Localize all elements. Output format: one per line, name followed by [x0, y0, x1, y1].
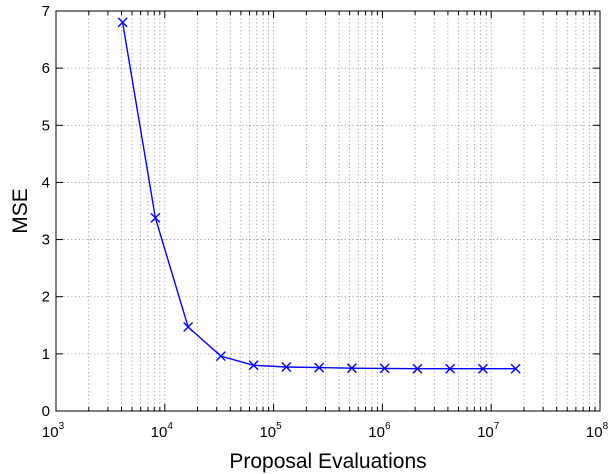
- x-tick-base: 10: [368, 424, 385, 441]
- data-point: [314, 362, 325, 373]
- data-point: [215, 351, 226, 362]
- data-point: [281, 362, 292, 372]
- x-tick-base: 10: [586, 424, 603, 441]
- x-tick-exponent: 6: [385, 421, 391, 432]
- data-point: [445, 363, 456, 374]
- series-line: [121, 22, 516, 370]
- x-tick-base: 10: [151, 424, 168, 441]
- y-axis-label: MSE: [9, 188, 32, 234]
- y-tick-label: 4: [42, 174, 50, 191]
- x-tick-exponent: 3: [59, 421, 65, 432]
- x-tick-exponent: 8: [603, 421, 609, 432]
- data-point: [379, 363, 390, 374]
- y-tick-label: 0: [42, 403, 50, 420]
- ticks: [55, 10, 601, 412]
- plot-frame: [55, 10, 601, 412]
- data-point: [346, 363, 357, 374]
- x-tick-base: 10: [259, 424, 276, 441]
- x-tick-base: 10: [42, 424, 59, 441]
- data-point: [477, 363, 488, 374]
- series-layer: [117, 17, 521, 374]
- y-tick-label: 1: [42, 346, 50, 363]
- y-tick-label: 3: [42, 232, 50, 249]
- x-tick-label: 105: [259, 421, 282, 441]
- x-tick-label: 104: [151, 421, 174, 441]
- grid: [56, 11, 600, 411]
- y-tick-label: 6: [42, 60, 50, 77]
- x-axis-label: Proposal Evaluations: [229, 450, 426, 473]
- data-point: [412, 363, 423, 374]
- x-tick-exponent: 5: [276, 421, 282, 432]
- data-point: [248, 360, 259, 371]
- x-tick-exponent: 7: [494, 421, 500, 432]
- x-tick-label: 103: [42, 421, 65, 441]
- y-tick-label: 2: [42, 289, 50, 306]
- data-point: [150, 212, 161, 223]
- data-point: [183, 322, 194, 332]
- data-point: [510, 363, 521, 374]
- x-tick-label: 107: [477, 421, 500, 441]
- x-tick-base: 10: [477, 424, 494, 441]
- y-tick-label: 5: [42, 117, 50, 134]
- x-tick-label: 106: [368, 421, 391, 441]
- y-tick-label: 7: [42, 3, 50, 20]
- data-point: [117, 17, 128, 28]
- x-tick-label: 108: [586, 421, 609, 441]
- x-tick-exponent: 4: [167, 421, 173, 432]
